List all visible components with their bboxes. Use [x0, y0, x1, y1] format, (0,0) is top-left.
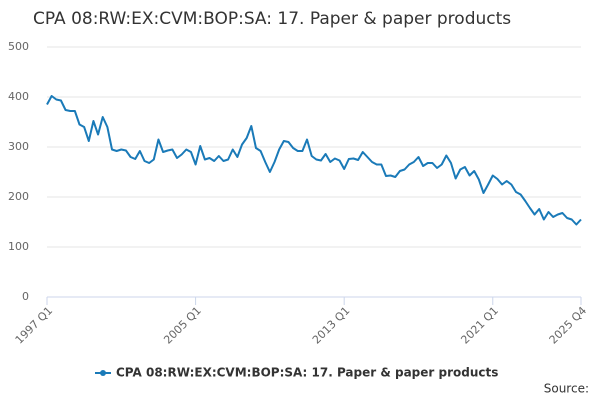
x-tick-label: 1997 Q1: [13, 304, 56, 347]
y-tick-label: 100: [8, 240, 29, 253]
y-tick-label: 400: [8, 90, 29, 103]
chart-title: CPA 08:RW:EX:CVM:BOP:SA: 17. Paper & pap…: [33, 9, 511, 29]
x-tick-label: 2025 Q4: [547, 304, 590, 347]
source: Source:: [544, 382, 589, 396]
legend-label: CPA 08:RW:EX:CVM:BOP:SA: 17. Paper & pap…: [116, 366, 498, 380]
line: [46, 95, 582, 226]
y-tick-label: 0: [22, 290, 29, 303]
x-tick-label: 2013 Q1: [310, 304, 353, 347]
y-tick-label: 200: [8, 190, 29, 203]
y-tick-label: 300: [8, 140, 29, 153]
x-tick-label: 2005 Q1: [161, 304, 204, 347]
x-tick-label: 2021 Q1: [458, 304, 501, 347]
legend-marker: [100, 370, 106, 376]
y-tick-label: 500: [8, 40, 29, 53]
